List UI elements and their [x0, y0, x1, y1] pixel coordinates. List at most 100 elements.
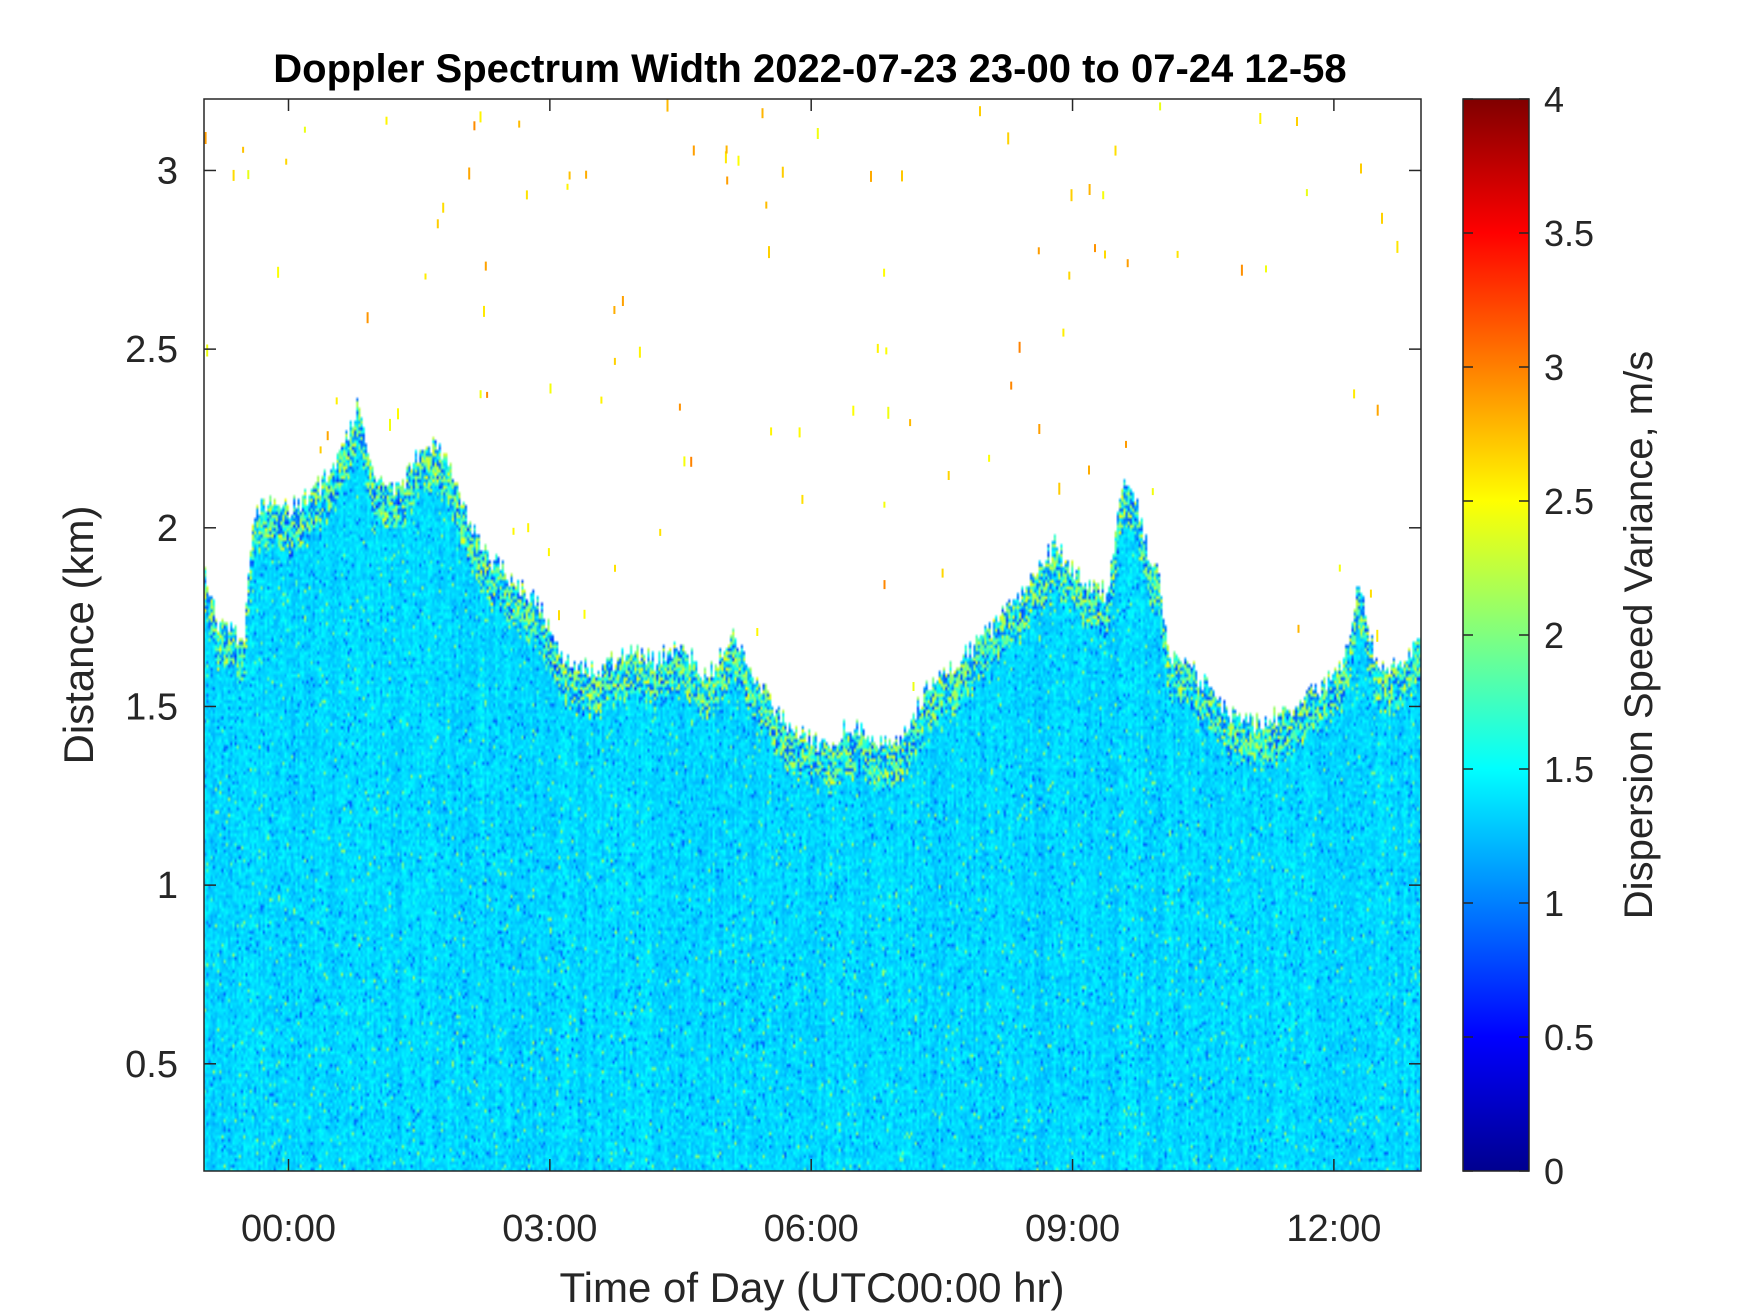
y-tick-label: 2 — [157, 508, 178, 550]
noise-speckle — [206, 344, 209, 357]
noise-speckle — [1010, 381, 1013, 390]
noise-speckle — [1104, 250, 1106, 259]
noise-speckle — [335, 397, 338, 405]
y-axis: 0.5 1 1.5 2 2.5 3 — [125, 150, 1421, 1086]
noise-speckle — [1125, 440, 1127, 448]
noise-speckle — [1070, 189, 1073, 202]
noise-speckle — [1114, 145, 1117, 156]
noise-speckle — [600, 396, 603, 404]
noise-speckle — [770, 427, 773, 436]
noise-speckle — [1259, 113, 1262, 124]
noise-speckle — [768, 246, 770, 259]
chart-title: Doppler Spectrum Width 2022-07-23 23-00 … — [273, 47, 1346, 91]
noise-speckle — [1088, 184, 1091, 195]
noise-speckle — [319, 446, 322, 454]
noise-speckle — [1018, 341, 1021, 353]
noise-speckle — [979, 106, 981, 117]
noise-speckle — [385, 116, 388, 125]
noise-speckle — [1381, 212, 1383, 224]
noise-speckle — [242, 146, 245, 153]
noise-speckle — [912, 682, 915, 691]
noise-speckle — [870, 170, 872, 182]
colorbar-tick-label: 3.5 — [1544, 213, 1594, 254]
noise-speckle — [479, 111, 482, 123]
noise-speckle — [614, 564, 616, 572]
noise-speckle — [1088, 465, 1090, 475]
noise-speckle — [876, 343, 879, 353]
noise-speckle — [947, 471, 950, 480]
noise-speckle — [247, 170, 250, 180]
noise-speckle — [568, 171, 571, 180]
noise-speckle — [613, 357, 616, 365]
noise-speckle — [1102, 191, 1105, 200]
noise-speckle — [756, 628, 759, 636]
noise-speckle — [436, 219, 439, 229]
noise-speckle — [583, 609, 586, 619]
y-tick-label: 1.5 — [125, 686, 178, 728]
noise-speckle — [566, 183, 569, 190]
noise-speckle — [887, 406, 890, 419]
noise-speckle — [468, 167, 471, 180]
y-axis-label: Distance (km) — [55, 505, 102, 764]
colorbar-gradient — [1462, 98, 1530, 1172]
noise-speckle — [1151, 488, 1154, 496]
noise-speckle — [1360, 163, 1362, 174]
colorbar-tick-label: 1 — [1544, 883, 1564, 924]
noise-speckle — [692, 145, 695, 156]
noise-speckle — [558, 610, 560, 621]
noise-speckle — [232, 169, 235, 181]
noise-speckle — [1297, 624, 1300, 633]
x-tick-label: 03:00 — [502, 1208, 597, 1250]
noise-speckle — [1240, 264, 1243, 276]
noise-speckle — [1296, 117, 1298, 126]
x-axis: 00:00 03:00 06:00 09:00 12:00 — [241, 99, 1381, 1250]
noise-speckle — [765, 201, 768, 209]
noise-speckle — [479, 390, 482, 399]
noise-speckle — [389, 418, 391, 431]
colorbar-label: Dispersion Speed Variance, m/s — [1617, 351, 1661, 919]
noise-speckle — [1396, 240, 1399, 253]
x-tick-label: 06:00 — [764, 1208, 859, 1250]
noise-speckle — [285, 158, 288, 165]
noise-speckle — [424, 273, 427, 280]
colorbar-tick-label: 2 — [1544, 615, 1564, 656]
noise-speckle — [725, 145, 728, 154]
noise-speckle — [366, 312, 369, 324]
colorbar-tick-label: 2.5 — [1544, 481, 1594, 522]
noise-speckle — [1038, 424, 1041, 434]
noise-speckle — [204, 132, 207, 144]
noise-speckle — [483, 305, 485, 317]
y-tick-label: 2.5 — [125, 329, 178, 371]
noise-speckle — [883, 268, 886, 277]
noise-speckle — [1265, 265, 1267, 273]
noise-speckle — [518, 120, 521, 128]
noise-speckle — [621, 296, 624, 306]
noise-speckle — [1338, 564, 1341, 572]
noise-speckle — [883, 501, 886, 508]
noise-speckle — [1159, 102, 1162, 111]
colorbar-tick-label: 0 — [1544, 1151, 1564, 1192]
colorbar-ticks: 0 0.5 1 1.5 2 2.5 3 3.5 4 — [1463, 79, 1594, 1192]
noise-speckle — [683, 456, 686, 467]
noise-speckle — [816, 128, 819, 139]
noise-speckle — [1062, 328, 1065, 337]
noise-speckle — [659, 528, 662, 536]
noise-speckle — [277, 266, 280, 278]
noise-speckle — [613, 306, 616, 314]
noise-speckle — [547, 548, 550, 557]
noise-speckle — [798, 427, 801, 438]
noise-speckle — [988, 454, 991, 462]
noise-speckle — [326, 431, 329, 441]
noise-speckle — [442, 202, 445, 213]
x-tick-label: 12:00 — [1286, 1208, 1381, 1250]
speckle-layer — [204, 99, 1399, 691]
y-tick-label: 3 — [157, 150, 178, 192]
noise-speckle — [397, 408, 399, 420]
noise-speckle — [883, 580, 886, 590]
noise-speckle — [1068, 271, 1071, 280]
noise-speckle — [527, 523, 530, 533]
noise-speckle — [638, 346, 641, 358]
colorbar-tick-label: 0.5 — [1544, 1017, 1594, 1058]
x-axis-label: Time of Day (UTC00:00 hr) — [560, 1264, 1065, 1311]
